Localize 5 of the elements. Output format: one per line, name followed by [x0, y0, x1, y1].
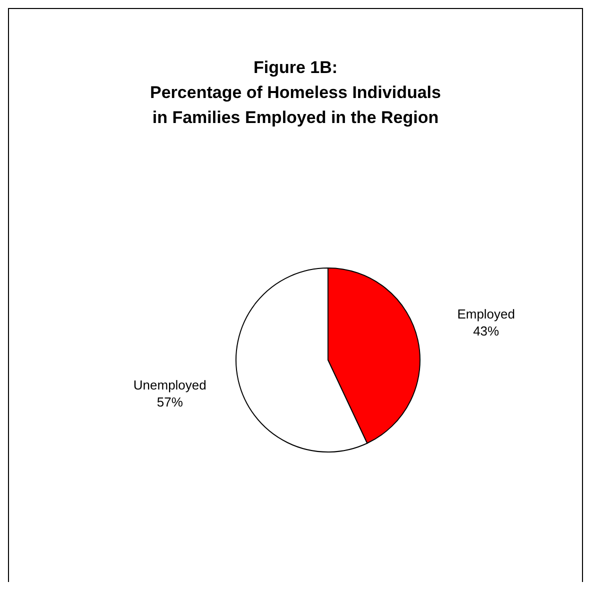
data-label: 43% — [473, 324, 500, 339]
data-label: 57% — [156, 394, 184, 410]
slice-label: Unemployed — [133, 377, 206, 392]
chart-title: Figure 1B: Percentage of Homeless Individuals in Families Employed in the Region — [150, 58, 441, 127]
slice-label: Employed — [457, 306, 516, 322]
